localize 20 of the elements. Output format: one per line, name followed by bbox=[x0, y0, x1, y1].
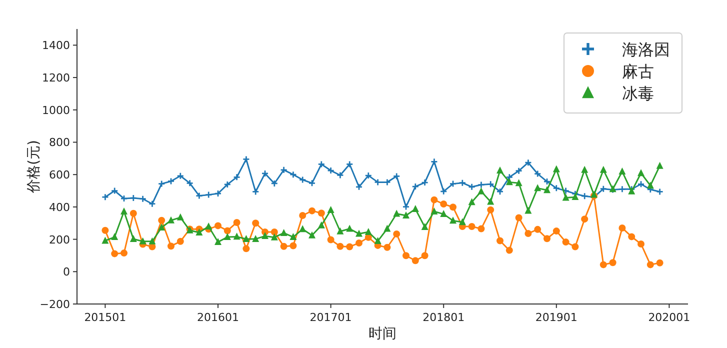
y-tick-label: 1200 bbox=[42, 72, 70, 85]
x-axis-title: 时间 bbox=[368, 326, 396, 342]
x-tick-label: 201901 bbox=[535, 311, 578, 324]
y-tick-label: 1000 bbox=[42, 104, 70, 117]
y-axis-title: 价格(元) bbox=[26, 140, 42, 194]
x-tick-label: 202001 bbox=[648, 311, 690, 324]
legend-label: 冰毒 bbox=[622, 84, 654, 103]
x-tick-label: 201701 bbox=[310, 311, 352, 324]
y-tick-label: −200 bbox=[40, 298, 70, 311]
y-tick-label: 200 bbox=[49, 233, 70, 246]
x-tick-label: 201601 bbox=[197, 311, 239, 324]
y-tick-label: 800 bbox=[49, 136, 70, 150]
y-tick-label: 400 bbox=[49, 200, 70, 214]
x-tick-label: 201501 bbox=[84, 311, 126, 324]
legend-label: 海洛因 bbox=[622, 40, 670, 59]
legend-label: 麻古 bbox=[622, 62, 654, 81]
y-tick-label: 0 bbox=[63, 266, 70, 279]
x-tick-label: 201801 bbox=[422, 311, 465, 324]
y-tick-label: 600 bbox=[49, 168, 70, 182]
y-tick-label: 1400 bbox=[42, 39, 70, 52]
